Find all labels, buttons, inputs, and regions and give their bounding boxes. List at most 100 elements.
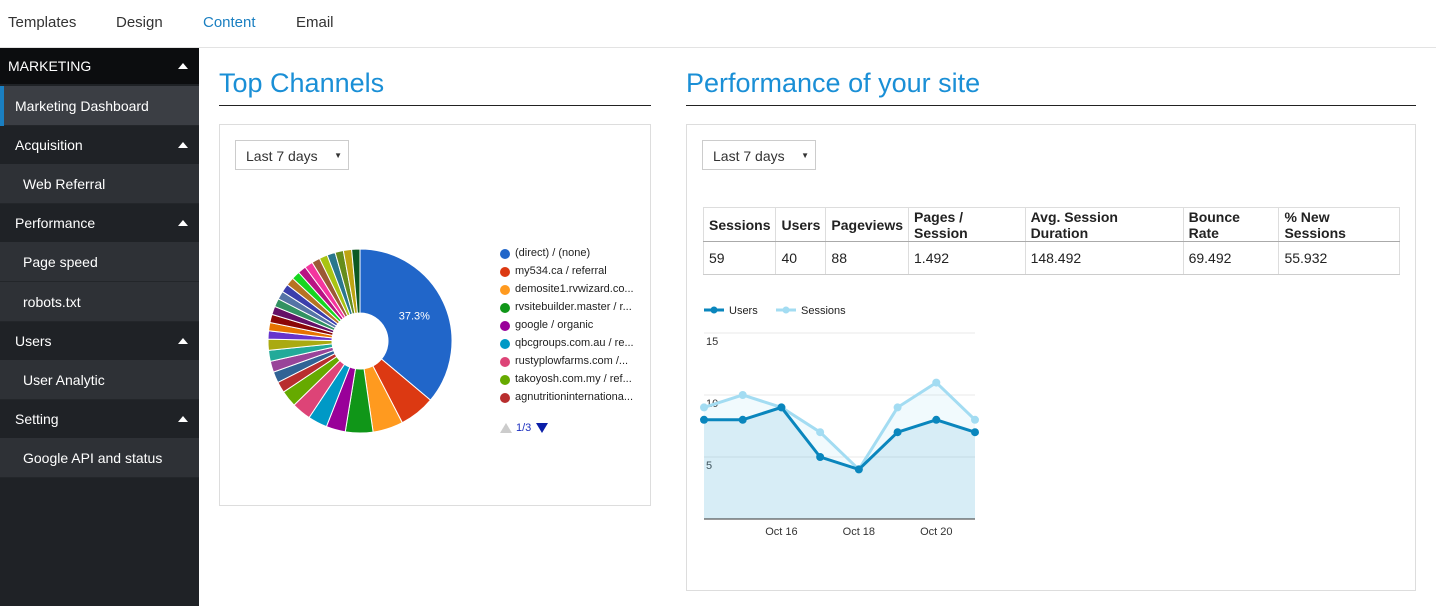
sidebar-group-label: Performance <box>15 215 96 231</box>
sidebar-group-acquisition[interactable]: Acquisition <box>0 126 199 164</box>
caret-up-icon <box>178 338 188 344</box>
channels-legend: (direct) / (none) my534.ca / referral demo… <box>500 247 645 407</box>
table-cell: 88 <box>825 241 910 275</box>
sidebar-group-label: Acquisition <box>15 137 83 153</box>
data-point[interactable] <box>932 378 941 387</box>
data-point[interactable] <box>971 415 979 424</box>
sidebar-group-users[interactable]: Users <box>0 322 199 360</box>
tab-content[interactable]: Content <box>203 14 256 31</box>
legend-swatch <box>500 303 510 313</box>
legend-pager: 1/3 <box>500 421 560 435</box>
legend-swatch <box>500 285 510 295</box>
sidebar-item-marketing-dashboard[interactable]: Marketing Dashboard <box>0 86 199 126</box>
pager-label: 1/3 <box>516 422 532 434</box>
table-header: Bounce Rate <box>1183 207 1280 242</box>
data-point[interactable] <box>700 415 708 424</box>
performance-title: Performance of your site <box>686 68 1416 106</box>
data-point[interactable] <box>932 415 941 424</box>
legend-label: demosite1.rvwizard.co... <box>515 283 634 295</box>
data-point[interactable] <box>816 453 825 461</box>
legend-swatch <box>500 393 510 403</box>
table-header: Pageviews <box>825 207 910 242</box>
top-channels-range-select[interactable]: Last 7 days ▼ <box>235 140 349 170</box>
pie-slice[interactable] <box>359 248 453 401</box>
sidebar-item-label: Web Referral <box>23 175 106 192</box>
sidebar-group-performance[interactable]: Performance <box>0 204 199 242</box>
select-value: Last 7 days <box>246 148 318 164</box>
sidebar-item-google-api[interactable]: Google API and status <box>0 438 199 478</box>
data-point[interactable] <box>700 403 708 412</box>
legend-swatch <box>500 339 510 349</box>
table-header: Sessions <box>703 207 777 242</box>
table-cell: 1.492 <box>908 241 1026 275</box>
sidebar-item-web-referral[interactable]: Web Referral <box>0 164 199 204</box>
caret-up-icon <box>178 142 188 148</box>
table-cell: 59 <box>703 241 777 275</box>
table-cell: 148.492 <box>1025 241 1184 275</box>
dropdown-arrow-icon: ▼ <box>334 151 342 160</box>
legend-label: qbcgroups.com.au / re... <box>515 337 634 349</box>
data-point[interactable] <box>971 428 979 437</box>
sidebar: MARKETING Marketing Dashboard Acquisitio… <box>0 48 199 606</box>
sidebar-group-label: Users <box>15 333 52 349</box>
tab-email[interactable]: Email <box>296 14 334 31</box>
tab-templates[interactable]: Templates <box>8 14 77 31</box>
legend-label: my534.ca / referral <box>515 265 607 277</box>
sidebar-item-robots-txt[interactable]: robots.txt <box>0 282 199 322</box>
sidebar-item-label: User Analytic <box>23 371 105 388</box>
sidebar-section-marketing[interactable]: MARKETING <box>0 48 199 84</box>
table-cell: 40 <box>775 241 827 275</box>
sidebar-item-label: Page speed <box>23 253 98 270</box>
data-point[interactable] <box>893 428 902 437</box>
area-legend-label: Users <box>729 305 758 317</box>
data-point[interactable] <box>816 428 825 437</box>
legend-label: agnutritioninternationa... <box>515 391 634 403</box>
sidebar-item-page-speed[interactable]: Page speed <box>0 242 199 282</box>
sidebar-group-setting[interactable]: Setting <box>0 400 199 438</box>
x-tick-label: Oct 16 <box>765 526 797 538</box>
table-cell: 55.932 <box>1278 241 1400 275</box>
y-tick-label: 15 <box>706 336 718 348</box>
legend-swatch <box>500 267 510 277</box>
legend-swatch <box>500 249 510 259</box>
legend-dot-swatch <box>782 306 790 314</box>
legend-label: rustyplowfarms.com /... <box>515 355 629 367</box>
data-point[interactable] <box>854 465 863 474</box>
area-legend-item[interactable]: Users <box>704 305 758 317</box>
sidebar-item-label: robots.txt <box>23 293 81 310</box>
table-row: 59 40 88 1.492 148.492 69.492 55.932 <box>703 241 1400 275</box>
x-tick-label: Oct 20 <box>920 526 952 538</box>
performance-panel: Last 7 days ▼ Sessions Users Pageviews P… <box>686 124 1416 591</box>
area-legend-label: Sessions <box>801 305 846 317</box>
table-cell: 69.492 <box>1183 241 1280 275</box>
table-header: % New Sessions <box>1278 207 1400 242</box>
sidebar-group-label: Setting <box>15 411 59 427</box>
pie-slice-label: 37.3% <box>399 311 430 323</box>
legend-dot-swatch <box>710 306 718 314</box>
dropdown-arrow-icon: ▼ <box>801 151 809 160</box>
data-point[interactable] <box>893 403 902 412</box>
pie-slice[interactable] <box>351 248 361 314</box>
performance-range-select[interactable]: Last 7 days ▼ <box>702 140 816 170</box>
top-channels-panel: Last 7 days ▼ 37.3% (direct) / (none) my5… <box>219 124 651 506</box>
table-header: Avg. Session Duration <box>1025 207 1184 242</box>
next-page-icon[interactable] <box>536 423 548 433</box>
x-tick-label: Oct 18 <box>843 526 875 538</box>
prev-page-icon[interactable] <box>500 423 512 433</box>
data-point[interactable] <box>738 415 747 424</box>
tab-design[interactable]: Design <box>116 14 163 31</box>
channels-donut-chart: 37.3% <box>267 248 453 434</box>
data-point[interactable] <box>738 391 747 399</box>
legend-label: takoyosh.com.my / ref... <box>515 373 632 385</box>
select-value: Last 7 days <box>713 148 785 164</box>
legend-label: google / organic <box>515 319 594 331</box>
sidebar-item-label: Google API and status <box>23 449 163 466</box>
area-legend-item[interactable]: Sessions <box>776 305 846 317</box>
data-point[interactable] <box>777 403 786 412</box>
caret-up-icon <box>178 416 188 422</box>
sidebar-item-user-analytic[interactable]: User Analytic <box>0 360 199 400</box>
legend-swatch <box>500 375 510 385</box>
top-nav: Templates Design Content Email <box>0 0 1436 48</box>
legend-swatch <box>500 321 510 331</box>
